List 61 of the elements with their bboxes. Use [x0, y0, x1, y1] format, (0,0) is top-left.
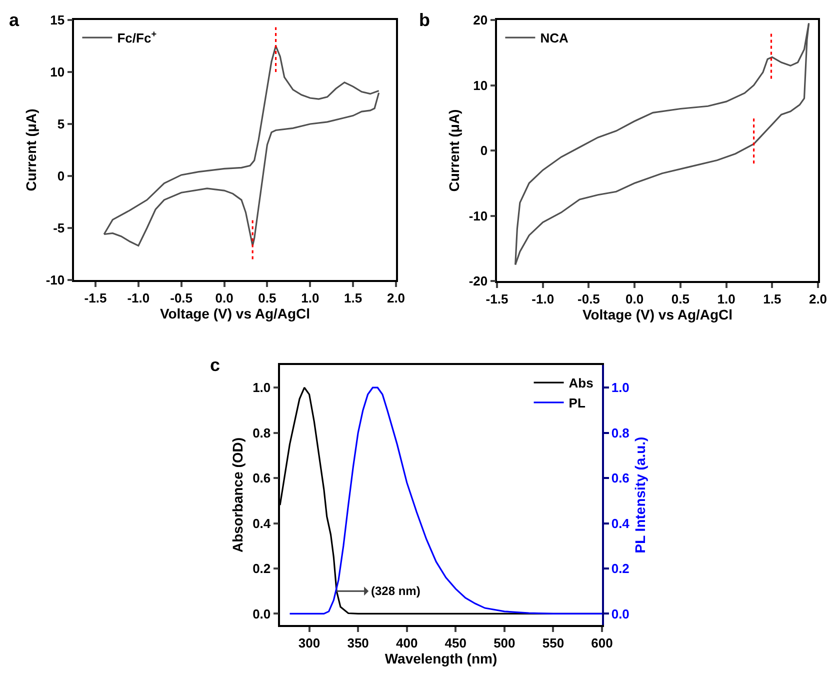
y-tick-label: 0.0 — [252, 606, 271, 622]
y-tick-label: -10 — [46, 272, 65, 288]
y-axis-title: Absorbance (OD) — [230, 437, 246, 553]
x-tick-label: 1.5 — [344, 290, 362, 306]
y-tick-label: -20 — [468, 274, 488, 289]
x-tick-label: 600 — [591, 635, 613, 650]
y-tick-label: 10 — [50, 64, 65, 80]
y-tick-label: 0.2 — [252, 561, 271, 576]
x-tick-label: -1.0 — [127, 290, 150, 306]
y-tick-label: -5 — [53, 220, 65, 236]
x-tick-label: -1.5 — [84, 290, 107, 306]
y-tick-label: -10 — [468, 208, 488, 224]
x-tick-label: 350 — [347, 635, 369, 650]
x-tick-label: 550 — [542, 635, 564, 650]
y-tick-label: 0.8 — [252, 425, 271, 440]
y-tick-label: 1.0 — [252, 380, 271, 396]
x-axis-title: Voltage (V) vs Ag/AgCl — [160, 305, 310, 322]
x-tick-label: -1.0 — [532, 291, 554, 306]
legend-label: Fc/Fc$^{+}$ — [117, 29, 156, 46]
y-tick-label: 0 — [480, 143, 488, 158]
annotation: (328 nm) — [371, 584, 420, 598]
x-tick-label: 0.0 — [215, 290, 234, 306]
y-tick-label: 0.4 — [252, 516, 272, 531]
y-tick-label: 10 — [473, 78, 488, 93]
y2-tick-label: 0.0 — [611, 606, 630, 622]
legend-label: NCA — [540, 30, 569, 46]
legend-label: PL — [568, 396, 586, 411]
text: b — [419, 10, 430, 30]
x-tick-label: 0.5 — [258, 290, 276, 306]
y-tick-label: 5 — [57, 116, 65, 132]
x-tick-label: 0.5 — [671, 291, 690, 306]
y2-axis-title: PL Intensity (a.u.) — [632, 436, 648, 554]
x-tick-label: -0.5 — [170, 290, 193, 306]
y2-tick-label: 1.0 — [611, 380, 630, 396]
x-tick-label: 1.0 — [717, 291, 736, 306]
x-axis-title: Wavelength (nm) — [384, 650, 498, 666]
y-tick-label: 20 — [473, 12, 488, 28]
text: c — [210, 355, 220, 375]
y2-tick-label: 0.4 — [611, 516, 630, 531]
x-tick-label: 450 — [444, 635, 466, 650]
y-tick-label: 15 — [50, 12, 65, 28]
x-tick-label: 300 — [298, 635, 320, 650]
text: a — [9, 10, 20, 30]
y-axis-title: Current (μA) — [446, 109, 462, 192]
x-tick-label: 400 — [396, 635, 418, 650]
x-tick-label: -0.5 — [578, 291, 600, 306]
x-tick-label: 1.0 — [301, 290, 320, 306]
y2-tick-label: 0.2 — [611, 561, 630, 576]
x-axis-title: Voltage (V) vs Ag/AgCl — [582, 306, 733, 322]
x-tick-label: 2.0 — [386, 290, 406, 306]
y-axis-title: Current (μA) — [22, 108, 39, 192]
y-tick-label: 0.6 — [252, 470, 271, 486]
legend-label: Abs — [568, 376, 594, 391]
y2-tick-label: 0.6 — [611, 470, 630, 486]
y-tick-label: 0 — [57, 168, 65, 184]
x-tick-label: -1.5 — [486, 291, 508, 306]
y2-tick-label: 0.8 — [611, 425, 630, 440]
x-tick-label: 2.0 — [808, 291, 828, 306]
x-tick-label: 0.0 — [626, 291, 644, 306]
x-tick-label: 1.5 — [763, 291, 782, 306]
x-tick-label: 500 — [494, 635, 516, 650]
